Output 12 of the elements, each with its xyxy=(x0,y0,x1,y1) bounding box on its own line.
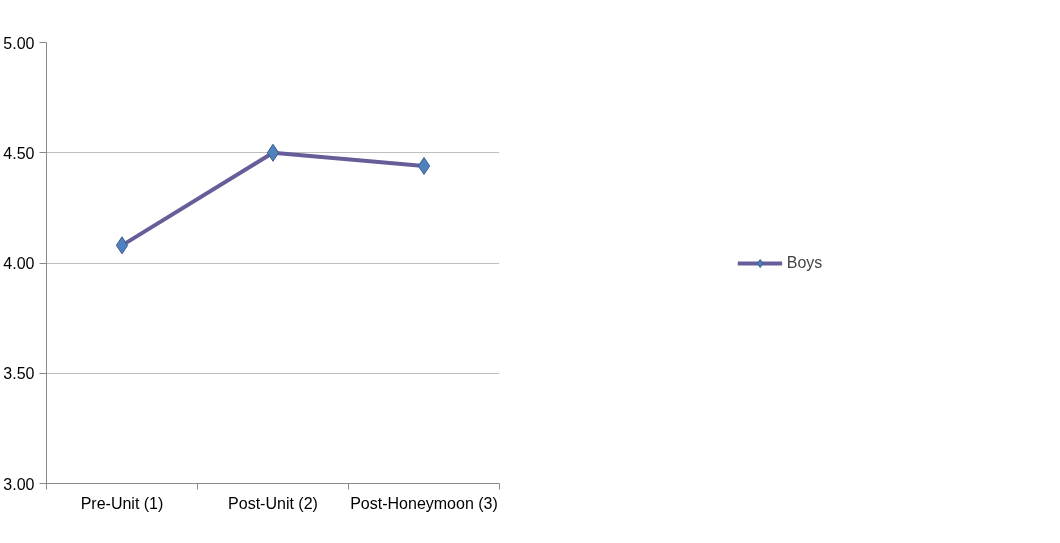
x-tick-label: Post-Honeymoon (3) xyxy=(350,494,498,512)
point xyxy=(417,156,431,175)
point xyxy=(266,143,280,162)
y-tick-label: 3.50 xyxy=(3,365,35,383)
y-tick-label: 4.50 xyxy=(3,144,35,162)
point xyxy=(115,236,129,255)
y-tick-label: 4.00 xyxy=(3,255,35,272)
x-tick-label: Pre-Unit (1) xyxy=(80,494,164,512)
y-tick-label: 3.00 xyxy=(3,475,35,493)
x-tick-label: Post-Unit (2) xyxy=(228,494,318,512)
y-tick-label: 5.00 xyxy=(3,34,35,52)
legend-label: Boys xyxy=(786,253,823,272)
